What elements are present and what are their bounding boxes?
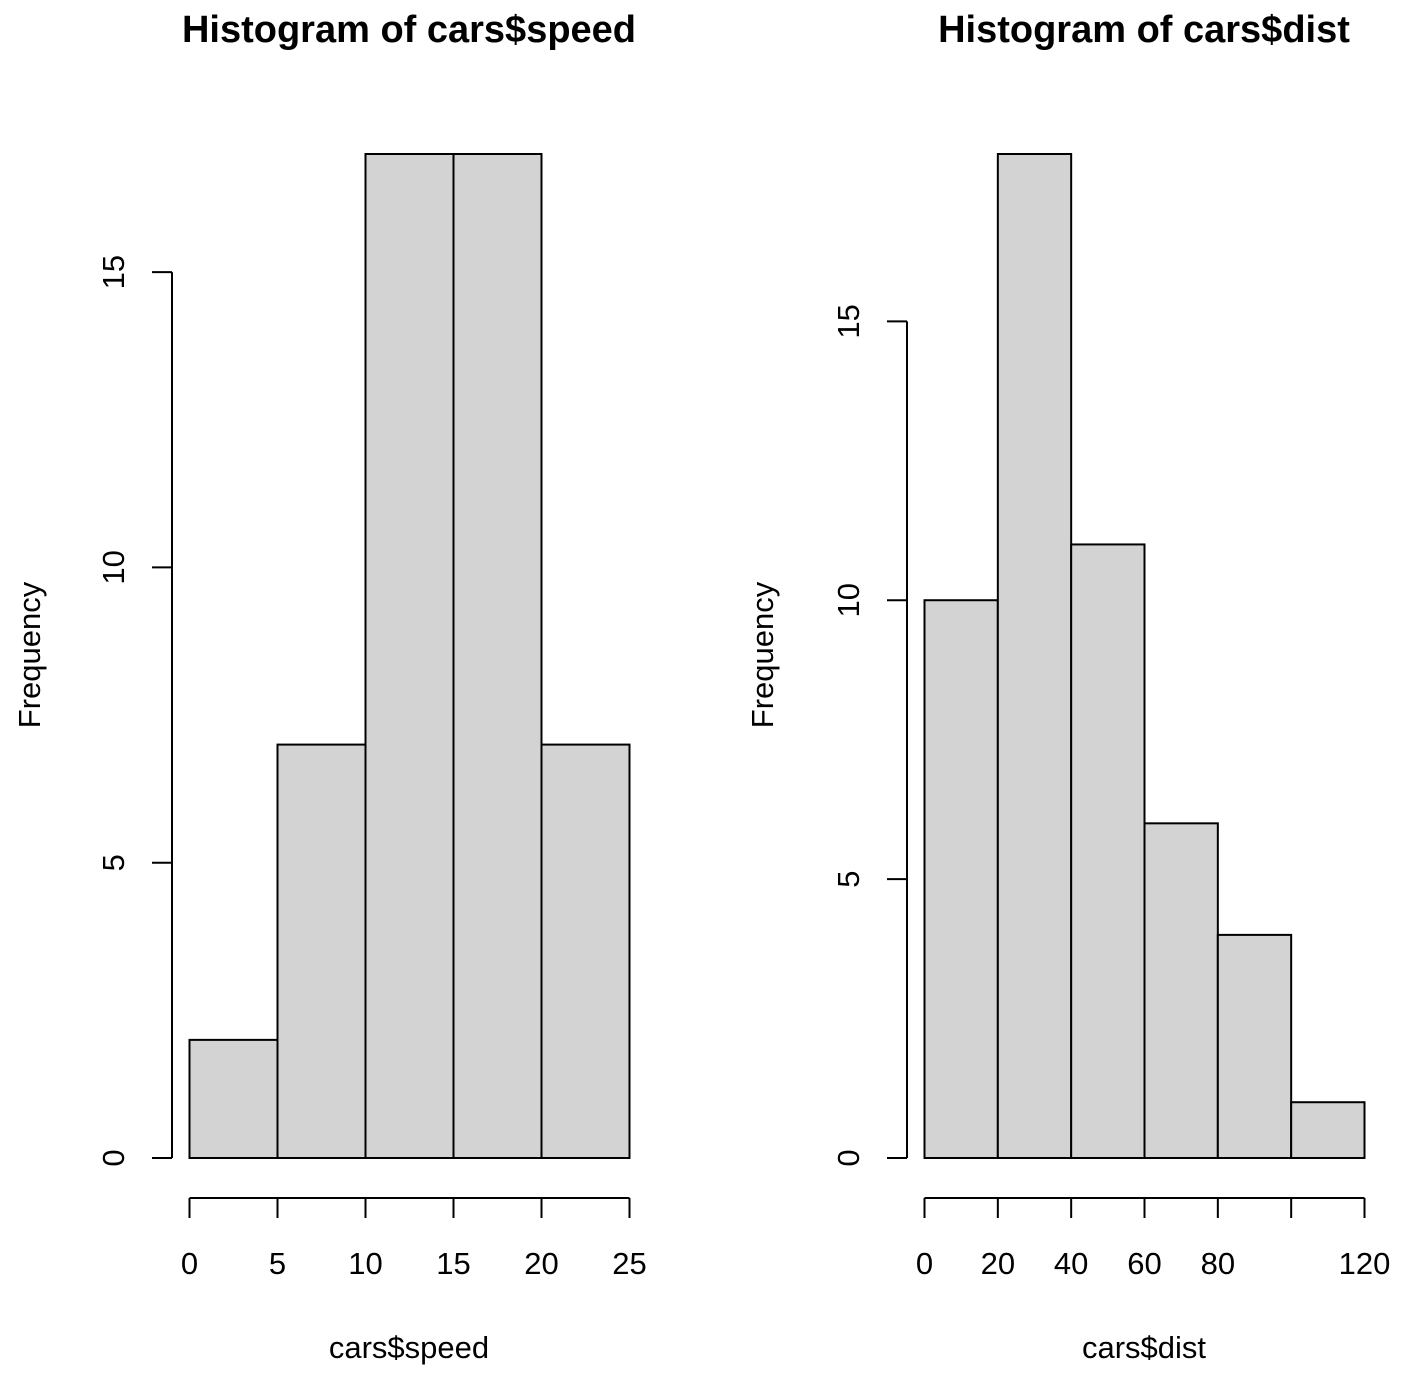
panel-dist: Histogram of cars$dist cars$dist Frequen…	[745, 9, 1390, 1365]
y-tick-label: 5	[831, 870, 866, 887]
y-tick-label: 0	[831, 1149, 866, 1166]
y-axis: 0 5 10 15	[831, 304, 908, 1167]
bars	[923, 153, 1366, 1160]
y-tick-label: 10	[96, 550, 131, 584]
y-tick-label: 15	[96, 255, 131, 289]
y-axis: 0 5 10 15	[96, 255, 173, 1167]
histogram-bar	[1290, 1101, 1366, 1159]
x-tick-label: 0	[181, 1246, 198, 1281]
y-tick-label: 0	[96, 1149, 131, 1166]
chart-title: Histogram of cars$speed	[182, 9, 636, 51]
histogram-bar	[923, 599, 999, 1159]
x-tick-label: 25	[612, 1246, 646, 1281]
histogram-bar	[188, 1038, 279, 1159]
histogram-bar	[364, 153, 455, 1159]
histogram-bar	[1143, 822, 1219, 1159]
x-tick-label: 60	[1127, 1246, 1161, 1281]
x-tick-label: 5	[269, 1246, 286, 1281]
histogram-bar	[1216, 933, 1293, 1160]
x-tick-label: 120	[1339, 1246, 1391, 1281]
y-tick-label: 10	[831, 583, 866, 617]
histogram-bar	[276, 743, 367, 1160]
x-tick-label: 80	[1201, 1246, 1235, 1281]
histogram-bar	[1070, 543, 1146, 1159]
x-tick-label: 0	[916, 1246, 933, 1281]
x-axis-label: cars$dist	[1082, 1330, 1206, 1365]
chart-title: Histogram of cars$dist	[938, 9, 1350, 51]
histogram-bar	[452, 153, 543, 1159]
bars	[188, 153, 631, 1160]
y-axis-label: Frequency	[12, 581, 47, 728]
x-tick-label: 20	[981, 1246, 1015, 1281]
x-axis: 0 5 10 15 20 25	[181, 1197, 647, 1281]
histogram-bar	[996, 153, 1073, 1159]
x-tick-label: 15	[436, 1246, 470, 1281]
x-tick-label: 40	[1054, 1246, 1088, 1281]
histogram-bar	[540, 743, 631, 1160]
x-tick-label: 20	[524, 1246, 558, 1281]
y-tick-label: 15	[831, 304, 866, 338]
x-tick-label: 10	[348, 1246, 382, 1281]
panel-speed: Histogram of cars$speed cars$speed Frequ…	[12, 9, 647, 1365]
y-axis-label: Frequency	[745, 581, 780, 728]
x-axis: 0 20 40 60 80 120	[916, 1197, 1391, 1281]
y-tick-label: 5	[96, 854, 131, 871]
x-axis-label: cars$speed	[329, 1330, 489, 1365]
